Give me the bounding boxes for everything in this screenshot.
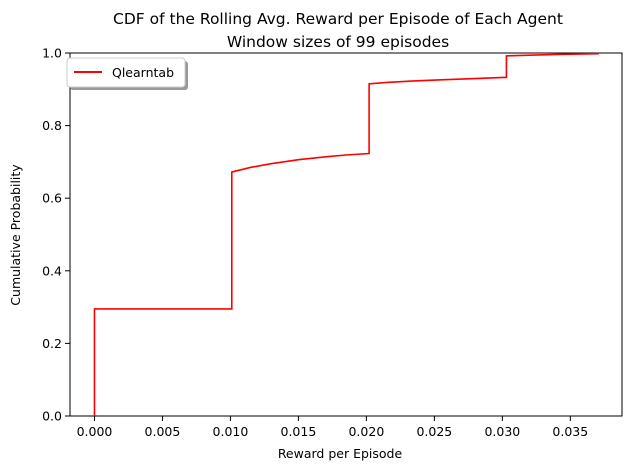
plot-area [69, 52, 623, 417]
x-tick-label: 0.020 [348, 424, 384, 439]
y-tick-label: 0.4 [42, 263, 62, 278]
chart-title: CDF of the Rolling Avg. Reward per Episo… [113, 10, 563, 28]
x-tick-label: 0.015 [281, 424, 317, 439]
y-tick-label: 0.2 [42, 336, 62, 351]
y-tick-label: 0.0 [42, 409, 62, 424]
legend-box [66, 57, 186, 88]
x-tick-label: 0.030 [484, 424, 520, 439]
x-tick-label: 0.005 [145, 424, 181, 439]
x-axis-ticks: 0.000 0.005 0.010 0.015 0.020 0.025 0.030 0.035 [77, 416, 588, 439]
chart-subtitle: Window sizes of 99 episodes [227, 33, 449, 51]
y-axis-ticks: 0.0 0.2 0.4 0.6 0.8 1.0 [42, 46, 70, 424]
x-tick-label: 0.035 [552, 424, 588, 439]
series-layer [93, 52, 599, 416]
y-tick-label: 1.0 [42, 46, 62, 61]
x-tick-label: 0.010 [213, 424, 249, 439]
x-tick-label: 0.025 [416, 424, 452, 439]
y-tick-label: 0.6 [42, 191, 62, 206]
x-tick-label: 0.000 [77, 424, 113, 439]
plot-frame [69, 52, 623, 417]
legend-label: Qlearntab [112, 65, 174, 80]
x-axis-label: Reward per Episode [278, 446, 403, 461]
legend: Qlearntab [66, 57, 188, 90]
y-tick-label: 0.8 [42, 118, 62, 133]
series-line-qlearntab [93, 52, 599, 416]
y-axis-label: Cumulative Probability [8, 164, 23, 306]
